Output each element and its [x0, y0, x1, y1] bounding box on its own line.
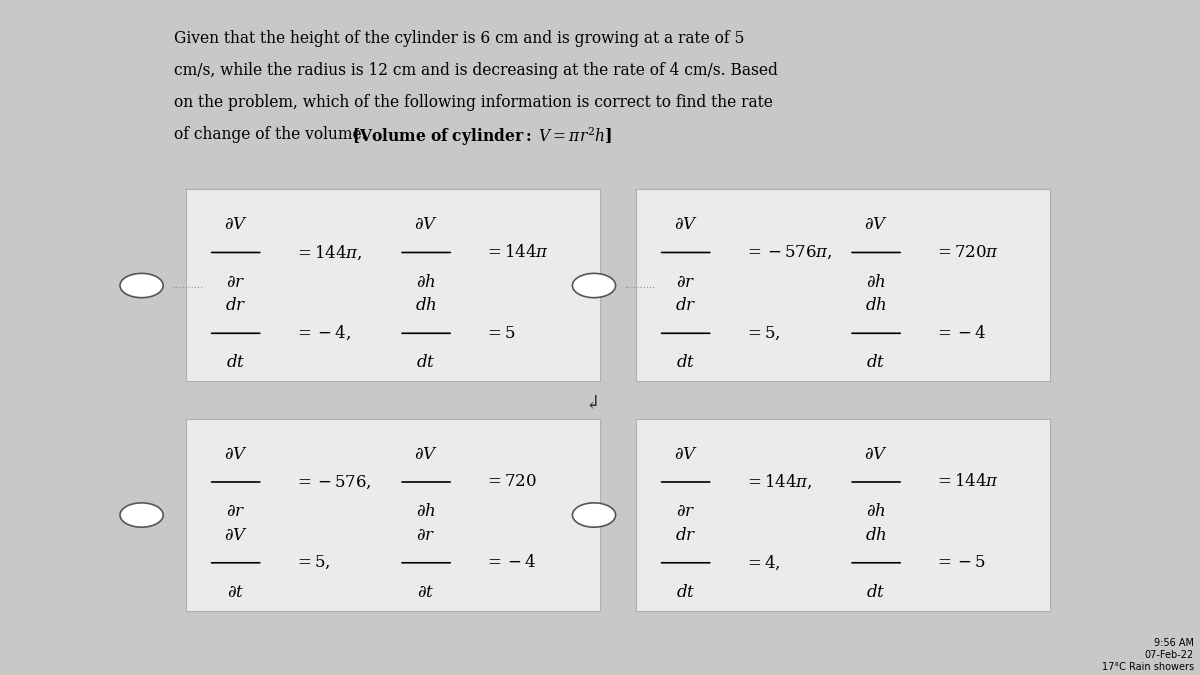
Text: $\partial h$: $\partial h$ [416, 503, 436, 520]
Text: ↲: ↲ [584, 395, 601, 413]
Text: $\partial t$: $\partial t$ [418, 584, 434, 601]
Text: $\partial V$: $\partial V$ [223, 216, 247, 234]
Text: $\partial r$: $\partial r$ [676, 273, 695, 291]
Text: $dt$: $dt$ [226, 354, 245, 371]
Text: $\partial r$: $\partial r$ [226, 503, 245, 520]
Text: $\partial h$: $\partial h$ [416, 273, 436, 291]
Text: on the problem, which of the following information is correct to find the rate: on the problem, which of the following i… [174, 94, 773, 111]
Text: ..........: .......... [172, 281, 203, 290]
Text: $\partial r$: $\partial r$ [226, 273, 245, 291]
Text: $= 4,$: $= 4,$ [744, 554, 780, 572]
Text: 9:56 AM
07-Feb-22
17°C Rain showers: 9:56 AM 07-Feb-22 17°C Rain showers [1102, 639, 1194, 672]
Text: $= 5$: $= 5$ [484, 325, 516, 342]
Text: $= -5$: $= -5$ [934, 554, 986, 571]
Text: $= 144\pi$: $= 144\pi$ [484, 244, 550, 261]
Text: $dh$: $dh$ [865, 297, 887, 314]
Text: $\partial h$: $\partial h$ [866, 273, 886, 291]
Text: $= 144\pi,$: $= 144\pi,$ [744, 472, 812, 491]
Text: $= -4$: $= -4$ [484, 554, 536, 571]
Text: $\partial V$: $\partial V$ [864, 216, 888, 234]
Text: $= 5,$: $= 5,$ [744, 325, 780, 342]
Text: $= 720\pi$: $= 720\pi$ [934, 244, 1000, 261]
Text: $dt$: $dt$ [676, 354, 695, 371]
Text: $\partial V$: $\partial V$ [414, 216, 438, 234]
Text: $= -576\pi,$: $= -576\pi,$ [744, 244, 833, 261]
Text: $dt$: $dt$ [866, 354, 886, 371]
Text: $dt$: $dt$ [866, 584, 886, 601]
Text: $\partial V$: $\partial V$ [673, 446, 697, 463]
Text: ..........: .......... [624, 281, 655, 290]
Text: $= -4$: $= -4$ [934, 325, 986, 342]
Text: $= 720$: $= 720$ [484, 473, 536, 491]
Text: cm/s, while the radius is 12 cm and is decreasing at the rate of 4 cm/s. Based: cm/s, while the radius is 12 cm and is d… [174, 62, 778, 79]
Text: $= -576,$: $= -576,$ [294, 473, 371, 491]
Text: $\partial V$: $\partial V$ [414, 446, 438, 463]
Text: $\partial t$: $\partial t$ [227, 584, 245, 601]
Text: $dr$: $dr$ [224, 297, 246, 314]
Text: $dr$: $dr$ [674, 297, 696, 314]
Text: $dh$: $dh$ [865, 526, 887, 543]
Text: $dh$: $dh$ [415, 297, 437, 314]
Text: $\partial V$: $\partial V$ [673, 216, 697, 234]
Text: Given that the height of the cylinder is 6 cm and is growing at a rate of 5: Given that the height of the cylinder is… [174, 30, 744, 47]
Text: $\partial r$: $\partial r$ [676, 503, 695, 520]
Text: $= 144\pi,$: $= 144\pi,$ [294, 243, 362, 262]
Text: $\partial V$: $\partial V$ [864, 446, 888, 463]
Text: $\partial h$: $\partial h$ [866, 503, 886, 520]
Text: $= 5,$: $= 5,$ [294, 554, 330, 572]
Text: $dt$: $dt$ [416, 354, 436, 371]
Text: $dt$: $dt$ [676, 584, 695, 601]
Text: $\partial V$: $\partial V$ [223, 446, 247, 463]
Text: $dr$: $dr$ [674, 526, 696, 543]
Text: $\partial r$: $\partial r$ [416, 526, 436, 543]
Text: $\mathit{\mathbf{[Volume\ of\ cylinder:}}\ V = \pi r^2 h\mathbf{]}$: $\mathit{\mathbf{[Volume\ of\ cylinder:}… [353, 126, 612, 148]
Text: $\partial V$: $\partial V$ [223, 526, 247, 543]
Text: $= 144\pi$: $= 144\pi$ [934, 473, 1000, 491]
Text: of change of the volume.: of change of the volume. [174, 126, 367, 142]
Text: $= -4,$: $= -4,$ [294, 324, 350, 342]
